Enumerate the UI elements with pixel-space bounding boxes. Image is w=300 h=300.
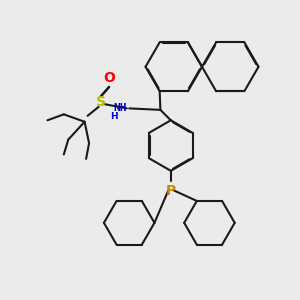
Text: H: H [110,112,118,121]
Text: P: P [166,184,176,198]
Text: O: O [103,71,115,85]
Text: NH: NH [113,103,127,113]
Text: S: S [96,95,106,110]
